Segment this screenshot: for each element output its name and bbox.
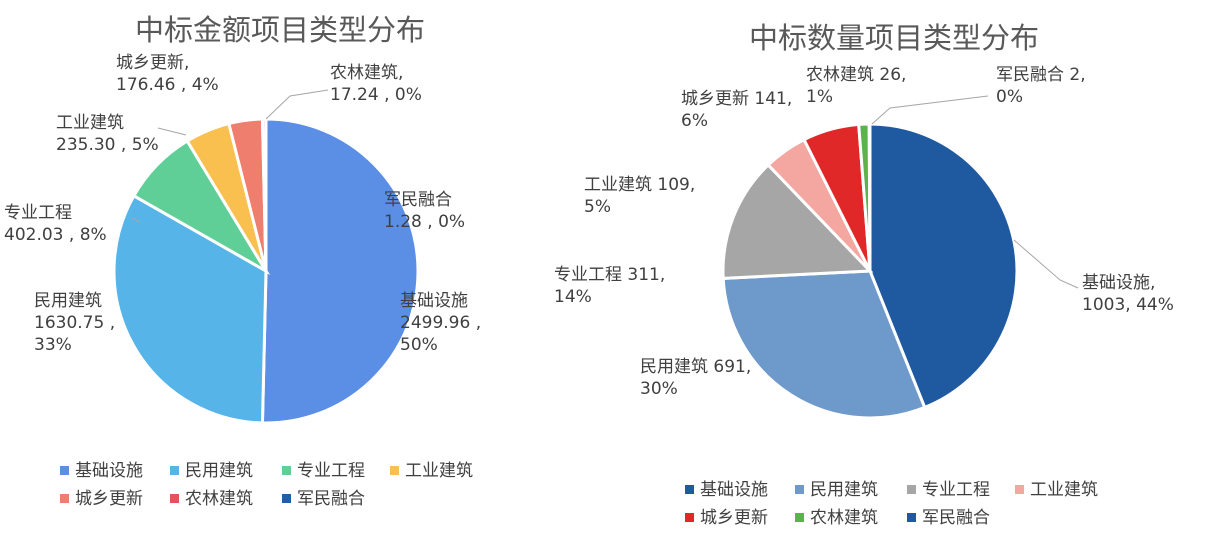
data-label: 专业工程 311, 14%	[554, 265, 665, 307]
legend-item: 军民融合	[907, 508, 990, 528]
legend-item: 民用建筑	[795, 480, 878, 500]
legend-swatch	[685, 513, 694, 522]
chart-count-panel: 中标数量项目类型分布 基础设施, 1003, 44% 民用建筑 691, 30% 专业工…	[530, 0, 1212, 546]
legend-swatch	[390, 466, 399, 475]
data-label: 基础设施, 1003, 44%	[1082, 273, 1174, 315]
legend-swatch	[795, 513, 804, 522]
pie-slice-3	[721, 162, 874, 280]
pie-slices	[112, 117, 420, 425]
legend-item: 基础设施	[685, 480, 768, 500]
legend-label: 城乡更新	[75, 489, 143, 509]
leader-line	[157, 127, 187, 136]
legend-label: 工业建筑	[405, 461, 473, 481]
leader-line	[1013, 239, 1079, 289]
legend-swatch	[60, 466, 69, 475]
pie-slice-7	[867, 122, 872, 272]
pie-slices	[721, 122, 1019, 420]
legend-label: 农林建筑	[810, 508, 878, 528]
legend-swatch	[170, 466, 179, 475]
legend-label: 城乡更新	[700, 508, 768, 528]
pie-slice-1	[868, 122, 1019, 410]
legend-item: 工业建筑	[1015, 480, 1098, 500]
data-label: 农林建筑, 17.24 , 0%	[330, 63, 422, 105]
legend-label: 民用建筑	[810, 480, 878, 500]
pie-slice-1	[260, 117, 420, 425]
data-label: 城乡更新, 176.46 , 4%	[116, 53, 219, 95]
data-label: 工业建筑 109, 5%	[584, 175, 695, 217]
legend-swatch	[60, 494, 69, 503]
data-label: 民用建筑 1630.75 , 33%	[34, 291, 115, 355]
legend-label: 专业工程	[922, 480, 990, 500]
pie-slice-2	[112, 193, 268, 425]
pie-slice-2	[721, 269, 927, 420]
legend-label: 基础设施	[75, 461, 143, 481]
legend-swatch	[1015, 485, 1024, 494]
legend-swatch	[685, 485, 694, 494]
legend-item: 农林建筑	[795, 508, 878, 528]
legend-item: 城乡更新	[685, 508, 768, 528]
data-labels: 基础设施, 1003, 44% 民用建筑 691, 30% 专业工程 311, 14% 工业…	[554, 65, 1174, 399]
legend-item: 民用建筑	[170, 461, 253, 481]
legend-item: 专业工程	[907, 480, 990, 500]
legend-swatch	[282, 466, 291, 475]
legend-swatch	[170, 494, 179, 503]
legend-item: 农林建筑	[170, 489, 253, 509]
legend-label: 农林建筑	[185, 489, 253, 509]
data-label: 农林建筑 26, 1%	[806, 65, 906, 107]
legend-item: 专业工程	[282, 461, 365, 481]
legend-swatch	[907, 485, 916, 494]
data-label: 军民融合 2, 0%	[996, 65, 1086, 107]
legend-label: 民用建筑	[185, 461, 253, 481]
legend-item: 军民融合	[282, 489, 365, 509]
legend-item: 城乡更新	[60, 489, 143, 509]
legend-label: 基础设施	[700, 480, 768, 500]
legend-swatch	[795, 485, 804, 494]
data-label: 民用建筑 691, 30%	[640, 357, 751, 399]
leader-line	[265, 89, 329, 120]
data-label: 专业工程 402.03 , 8%	[4, 203, 107, 245]
data-label: 基础设施 2499.96 , 50%	[400, 291, 481, 355]
legend-swatch	[282, 494, 291, 503]
data-label: 军民融合 1.28 , 0%	[384, 190, 465, 232]
chart-count-svg: 中标数量项目类型分布 基础设施, 1003, 44% 民用建筑 691, 30% 专业工…	[554, 21, 1174, 528]
legend-label: 工业建筑	[1030, 480, 1098, 500]
data-label: 工业建筑 235.30 , 5%	[56, 113, 159, 155]
leader-line	[131, 217, 141, 223]
legend-item: 工业建筑	[390, 461, 473, 481]
legend-swatch	[907, 513, 916, 522]
chart-title: 中标金额项目类型分布	[135, 13, 425, 47]
legend-label: 军民融合	[297, 489, 365, 509]
chart-title: 中标数量项目类型分布	[749, 21, 1039, 55]
data-labels: 基础设施 2499.96 , 50% 民用建筑 1630.75 , 33% 专业工程 402.…	[4, 53, 481, 355]
data-label: 城乡更新 141, 6%	[681, 89, 792, 131]
legend-label: 专业工程	[297, 461, 365, 481]
leader-line	[871, 95, 989, 125]
legend-item: 基础设施	[60, 461, 143, 481]
chart-amount-svg: 中标金额项目类型分布 基础设施 2499.96 , 50% 民用建筑 1630.75 ,…	[4, 13, 481, 509]
legend-label: 军民融合	[922, 508, 990, 528]
chart-amount-panel: 中标金额项目类型分布 基础设施 2499.96 , 50% 民用建筑 1630.75 ,…	[0, 0, 530, 546]
